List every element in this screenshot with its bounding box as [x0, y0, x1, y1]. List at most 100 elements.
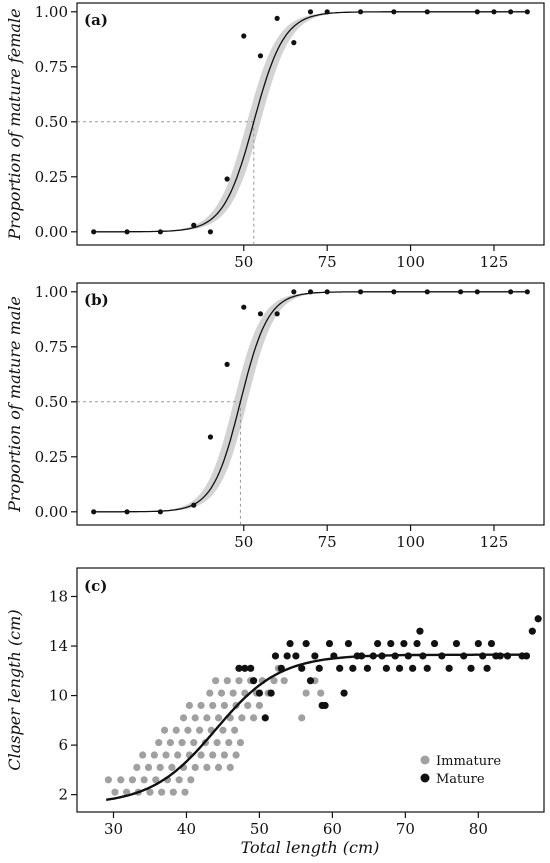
point-immature: [166, 739, 174, 747]
confidence-band: [93, 291, 528, 512]
x-tick-label: 125: [480, 533, 509, 551]
data-point: [508, 9, 514, 15]
point-mature: [423, 664, 431, 672]
point-mature: [336, 664, 344, 672]
x-tick-label: 60: [323, 820, 342, 838]
confidence-band: [93, 11, 528, 232]
y-tick-label: 0.50: [35, 393, 68, 411]
point-immature: [123, 788, 131, 796]
point-mature: [467, 664, 475, 672]
data-point: [474, 9, 480, 15]
point-mature: [387, 639, 395, 648]
point-mature: [395, 664, 404, 672]
point-immature: [214, 763, 223, 772]
point-immature: [169, 788, 177, 796]
point-immature: [152, 776, 160, 784]
panel-c: (c) Clasper length (cm) Total length (cm…: [5, 567, 545, 857]
data-point: [491, 9, 497, 15]
data-point: [157, 509, 163, 515]
data-point: [207, 434, 214, 440]
band-layer-a: [93, 11, 528, 232]
point-mature: [255, 689, 264, 697]
data-point: [474, 289, 480, 295]
y-tick-label: 1.00: [35, 3, 68, 21]
x-tick-label: 125: [480, 253, 509, 271]
y-tick-label: 0.00: [35, 503, 68, 521]
point-immature: [155, 739, 163, 747]
plot-frame-c: [76, 567, 545, 813]
point-immature: [214, 714, 223, 722]
point-immature: [209, 751, 217, 759]
point-immature: [179, 714, 188, 722]
y-ticks-c: 2 6 10 14 18: [49, 587, 77, 804]
point-immature: [213, 739, 221, 747]
point-immature: [190, 739, 198, 747]
point-immature: [302, 689, 310, 697]
point-immature: [212, 677, 220, 685]
plot-frame-a: [76, 2, 545, 246]
panel-label-c: (c): [84, 577, 107, 595]
x-tick-label: 30: [104, 820, 123, 838]
point-immature: [111, 788, 119, 796]
data-point: [241, 304, 247, 310]
point-mature: [479, 652, 487, 660]
x-tick-label: 100: [396, 533, 425, 551]
point-immature: [133, 763, 141, 772]
data-point: [391, 9, 397, 15]
point-immature: [206, 689, 214, 697]
point-mature: [534, 615, 542, 623]
point-immature: [317, 689, 325, 697]
points-layer-b: [91, 289, 530, 515]
point-immature: [225, 739, 233, 747]
point-immature: [255, 701, 264, 710]
point-mature: [474, 639, 482, 648]
point-immature: [197, 751, 205, 759]
point-immature: [209, 701, 217, 710]
point-immature: [162, 751, 170, 759]
x-ticks-b: 50 75 100 125: [234, 525, 508, 551]
data-point: [524, 289, 530, 295]
data-point: [424, 9, 430, 15]
data-point: [91, 229, 97, 235]
data-point: [307, 9, 314, 15]
legend: Immature Mature: [420, 754, 501, 787]
panel-a: (a) Proportion of mature female 50 75 100 1…: [5, 2, 545, 271]
point-immature: [219, 726, 227, 734]
data-point: [124, 509, 130, 515]
point-immature: [236, 739, 245, 747]
y-tick-label: 2: [58, 786, 68, 804]
point-mature: [483, 664, 491, 672]
y-tick-label: 0.75: [35, 58, 68, 76]
point-immature: [104, 776, 112, 784]
point-immature: [184, 726, 192, 734]
x-tick-label: 50: [234, 533, 253, 551]
data-point: [324, 289, 330, 295]
data-point: [191, 222, 197, 228]
point-mature: [306, 677, 315, 685]
data-point: [257, 311, 264, 317]
point-immature: [185, 701, 193, 710]
point-mature: [315, 664, 323, 672]
y-ticks-a: 0.00 0.25 0.50 0.75 1.00: [35, 3, 77, 241]
point-immature: [117, 776, 125, 784]
point-immature: [150, 751, 158, 759]
fitted-curve: [93, 11, 528, 233]
data-point: [224, 361, 230, 367]
data-point: [391, 289, 397, 295]
panel-label-b: (b): [84, 291, 109, 309]
point-mature: [363, 664, 372, 672]
data-point: [224, 176, 230, 182]
x-tick-label: 70: [396, 820, 415, 838]
point-immature: [181, 788, 189, 796]
panel-b: (b) Proportion of mature male 50 75 100 125…: [5, 282, 545, 551]
point-immature: [156, 763, 164, 772]
point-immature: [178, 739, 186, 747]
point-mature: [292, 652, 300, 660]
y-tick-label: 1.00: [35, 283, 68, 301]
point-immature: [140, 776, 148, 784]
point-mature: [286, 639, 294, 648]
point-immature: [220, 751, 228, 759]
point-immature: [298, 714, 306, 722]
point-immature: [191, 763, 199, 772]
